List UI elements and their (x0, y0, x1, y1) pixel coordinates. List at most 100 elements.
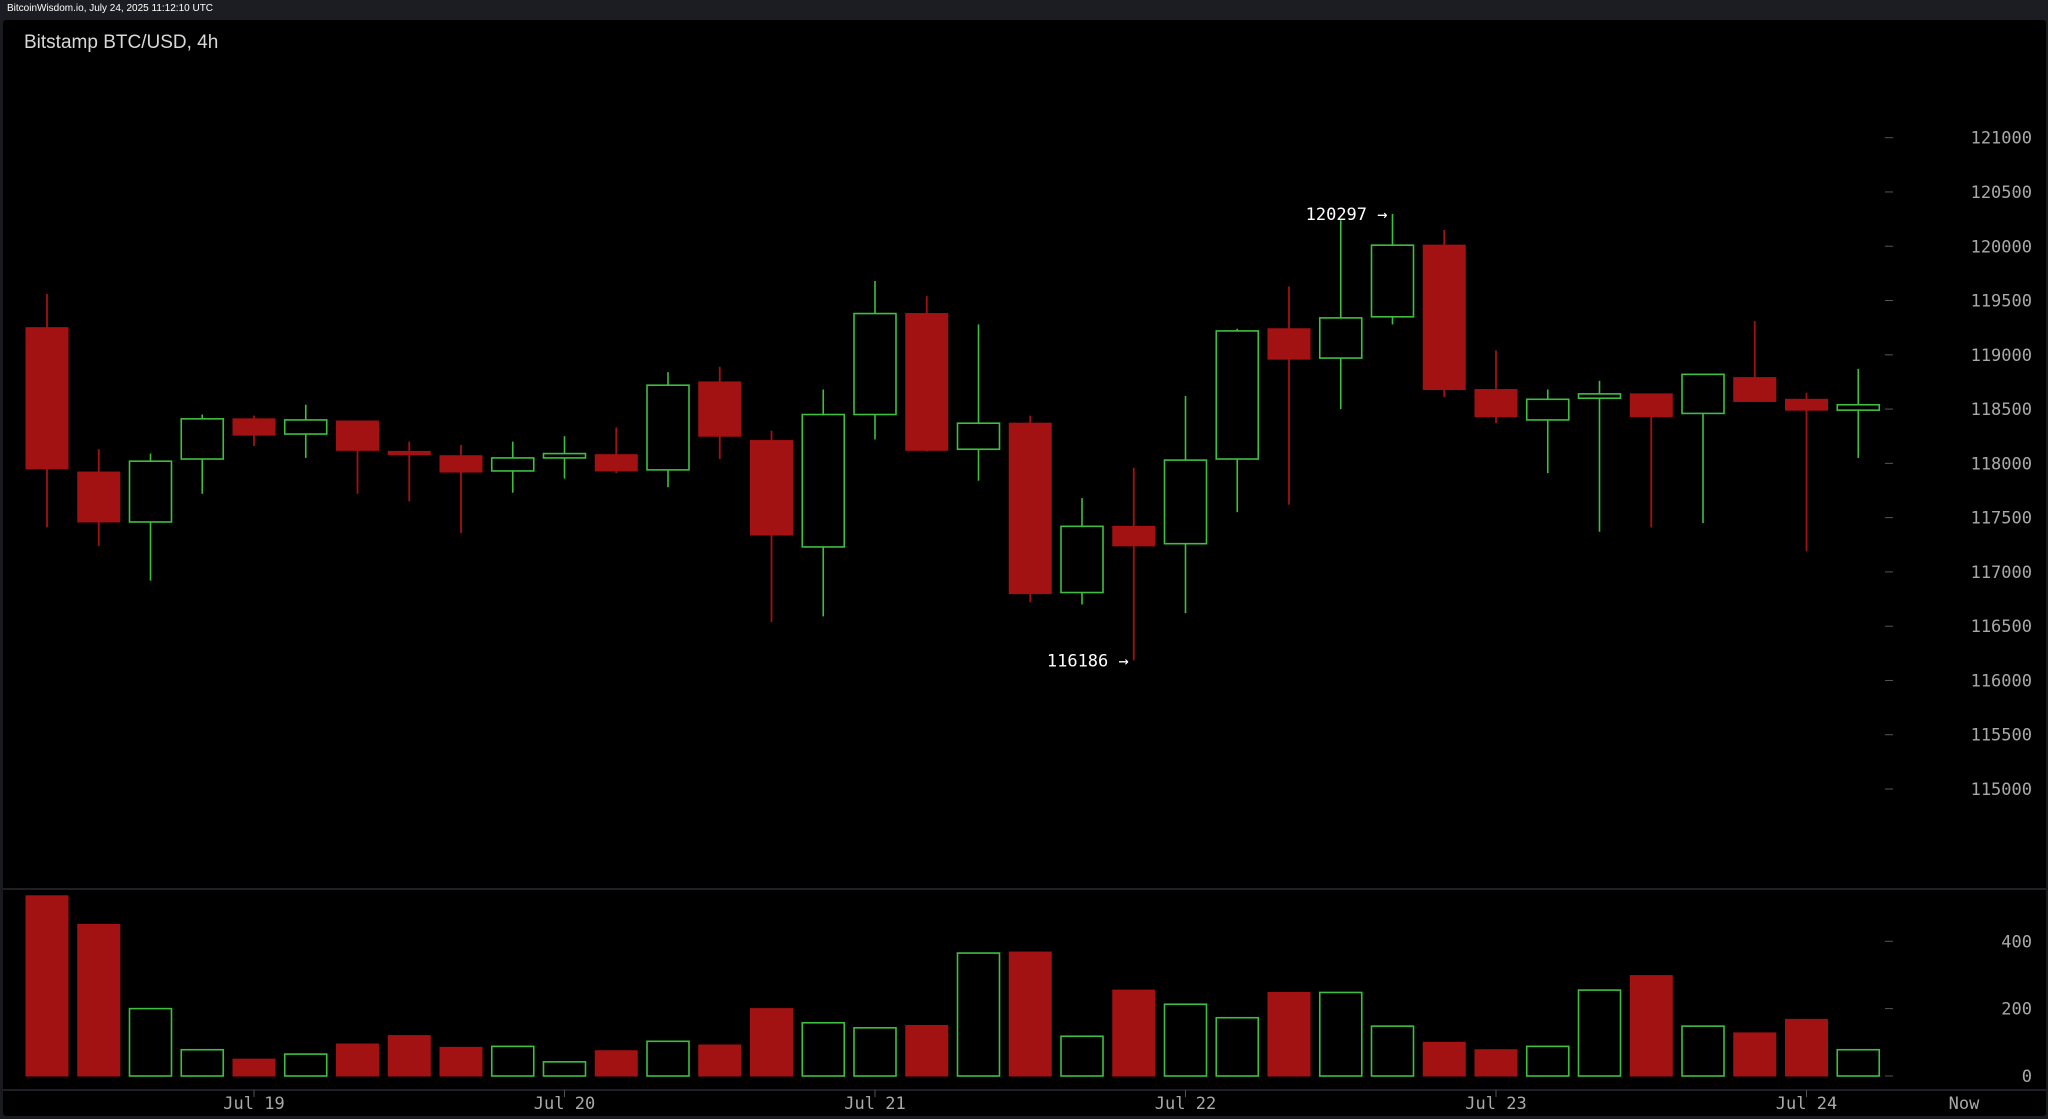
candle-body-up (283, 419, 328, 435)
price-tick-label: 120000 (1971, 237, 2032, 257)
time-tick-label: Jul 24 (1776, 1094, 1837, 1114)
volume-bar-up (283, 1053, 328, 1077)
candle-body-up (128, 460, 173, 523)
time-tick-label: Jul 23 (1465, 1094, 1526, 1114)
top-bar: BitcoinWisdom.io, July 24, 2025 11:12:10… (0, 0, 2048, 20)
time-tick-label: Jul 21 (844, 1094, 905, 1114)
volume-bar-down (1785, 1018, 1828, 1077)
volume-axis: 0 200 400 (1885, 932, 2032, 1087)
volume-bar-down (1008, 951, 1052, 1077)
price-axis: 115000 115500 116000 116500 117000 117500 1180… (1885, 129, 2032, 800)
candle-body-up (853, 312, 897, 416)
price-tick-label: 116000 (1971, 671, 2032, 691)
candle-body-down (387, 450, 431, 456)
time-tick-label: Jul 22 (1155, 1094, 1216, 1114)
volume-bar-down (594, 1050, 638, 1077)
price-tick-label: 117000 (1971, 563, 2032, 583)
price-tick-label: 117500 (1971, 509, 2032, 529)
time-tick-label: Now (1949, 1094, 1980, 1114)
candle-body-down (905, 313, 949, 451)
candle-body-up (956, 422, 1001, 451)
candle-body-down (77, 471, 121, 523)
candle-body-down (1112, 525, 1156, 547)
candle-body-down (1733, 377, 1777, 402)
volume-bar-down (905, 1024, 949, 1077)
candle-body-down (1267, 328, 1311, 360)
candle-body-up (1525, 398, 1570, 421)
volume-bar-up (1163, 1003, 1208, 1077)
annotations-group: 120297 → 116186 → (1047, 205, 1388, 671)
volume-bar-up (1215, 1016, 1260, 1077)
candle-body-up (180, 418, 225, 460)
volume-bar-down (77, 923, 121, 1077)
volume-bar-up (646, 1040, 690, 1077)
candle-body-up (542, 452, 587, 459)
price-tick-label: 119000 (1971, 346, 2032, 366)
candle-body-up (801, 413, 846, 548)
volume-tick-label: 400 (2001, 932, 2032, 952)
price-tick-label: 118500 (1971, 400, 2032, 420)
candle-body-down (25, 327, 69, 470)
price-tick-label: 121000 (1971, 129, 2032, 149)
candle-body-up (1836, 403, 1881, 411)
candle-body-up (1060, 525, 1104, 594)
volume-bar-up (1836, 1048, 1881, 1077)
volume-bar-down (232, 1058, 276, 1077)
volume-tick-label: 0 (2022, 1067, 2032, 1087)
candle-body-down (594, 454, 638, 472)
candle-body-down (1474, 389, 1518, 418)
candle-body-down (1008, 422, 1052, 595)
candle-body-down (1629, 393, 1673, 418)
price-tick-label: 119500 (1971, 292, 2032, 312)
candle-body-up (1215, 330, 1260, 460)
volume-bar-down (1267, 991, 1311, 1077)
volume-bar-up (956, 952, 1001, 1077)
time-axis: Jul 19 Jul 20 Jul 21 Jul 22 Jul 23 Jul 24 Now (223, 1090, 1980, 1114)
price-tick-label: 116500 (1971, 617, 2032, 637)
volume-bar-up (490, 1045, 535, 1077)
candle-body-down (1785, 398, 1828, 411)
volume-bar-down (1422, 1041, 1466, 1077)
price-tick-label: 115500 (1971, 726, 2032, 746)
volume-bar-up (853, 1027, 897, 1077)
volume-bar-up (128, 1007, 173, 1077)
volume-tick-label: 200 (2001, 1000, 2032, 1020)
volume-bar-up (1681, 1025, 1725, 1077)
volume-bar-down (336, 1043, 379, 1077)
price-tick-label: 120500 (1971, 183, 2032, 203)
volume-bar-up (801, 1021, 846, 1077)
volume-bar-down (387, 1035, 431, 1077)
volume-bar-up (1577, 989, 1622, 1077)
price-annotation: 116186 → (1047, 651, 1129, 671)
candle-body-up (1318, 317, 1363, 359)
volume-bar-down (439, 1046, 483, 1077)
time-tick-label: Jul 19 (223, 1094, 284, 1114)
candle-body-up (490, 457, 535, 472)
volume-bar-up (542, 1061, 587, 1077)
volume-bar-down (1474, 1049, 1518, 1077)
volume-bar-up (1060, 1035, 1104, 1077)
volume-bars-group (25, 895, 1881, 1077)
candle-body-down (439, 455, 483, 473)
volume-bar-up (180, 1048, 225, 1077)
candle-body-up (1370, 244, 1415, 318)
chart-title: Bitstamp BTC/USD, 4h (24, 32, 218, 53)
candle-body-down (232, 418, 276, 436)
volume-bar-down (25, 895, 69, 1077)
source-timestamp: BitcoinWisdom.io, July 24, 2025 11:12:10… (7, 3, 214, 14)
candle-body-up (646, 384, 690, 471)
candle-body-up (1577, 393, 1622, 400)
candle-body-down (698, 381, 742, 437)
candle-body-down (750, 440, 793, 536)
volume-bar-up (1318, 991, 1363, 1077)
volume-bar-down (1629, 975, 1673, 1077)
price-tick-label: 118000 (1971, 454, 2032, 474)
volume-bar-up (1370, 1025, 1415, 1077)
price-annotation: 120297 → (1306, 205, 1388, 225)
price-tick-label: 115000 (1971, 780, 2032, 800)
candle-body-down (1422, 244, 1466, 391)
volume-bar-down (750, 1008, 793, 1077)
volume-bar-down (698, 1044, 742, 1077)
candle-body-up (1163, 459, 1208, 545)
